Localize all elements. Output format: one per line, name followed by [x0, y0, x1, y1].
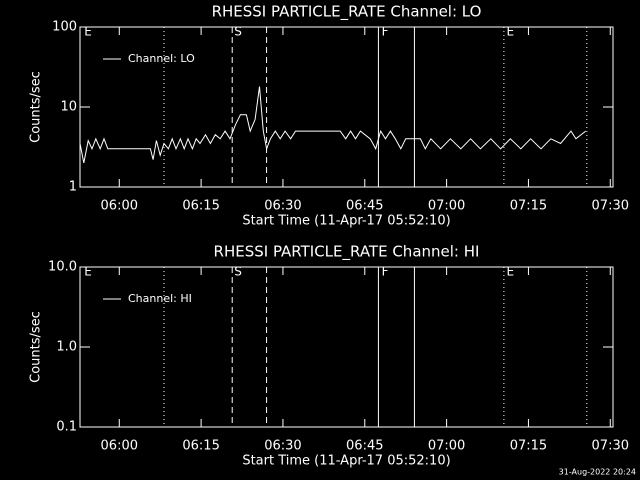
y-axis-label: Counts/sec — [29, 311, 44, 383]
y-tick-label: 10 — [60, 100, 77, 115]
x-tick-label: 07:30 — [592, 199, 629, 214]
y-axis-label: Counts/sec — [29, 71, 44, 143]
x-tick-label: 07:15 — [510, 199, 547, 214]
plot-frame — [79, 266, 614, 428]
event-label: E — [84, 25, 92, 39]
x-tick-label: 06:30 — [264, 199, 301, 214]
x-tick-label: 06:15 — [182, 199, 219, 214]
event-label: F — [382, 265, 389, 279]
data-line — [79, 86, 587, 163]
chart-title: RHESSI PARTICLE_RATE Channel: HI — [214, 243, 480, 262]
x-tick-label: 06:30 — [264, 439, 301, 454]
y-tick-label: 0.1 — [56, 420, 77, 435]
x-tick-label: 07:30 — [592, 439, 629, 454]
x-tick-label: 06:15 — [182, 439, 219, 454]
x-tick-label: 06:45 — [346, 439, 383, 454]
x-tick-label: 06:00 — [101, 439, 138, 454]
event-label: E — [84, 265, 92, 279]
event-label: E — [507, 265, 515, 279]
x-axis-label: Start Time (11-Apr-17 05:52:10) — [242, 214, 450, 229]
x-tick-label: 07:00 — [428, 199, 465, 214]
event-label: S — [234, 265, 242, 279]
x-tick-label: 06:00 — [101, 199, 138, 214]
event-label: E — [507, 25, 515, 39]
chart-title: RHESSI PARTICLE_RATE Channel: LO — [212, 3, 482, 22]
x-tick-label: 07:15 — [510, 439, 547, 454]
legend-label: Channel: LO — [128, 52, 195, 65]
x-tick-label: 07:00 — [428, 439, 465, 454]
plot-frame — [79, 26, 614, 188]
legend-label: Channel: HI — [128, 292, 192, 305]
y-tick-label: 1 — [69, 180, 77, 195]
x-axis-label: Start Time (11-Apr-17 05:52:10) — [242, 454, 450, 469]
event-label: F — [382, 25, 389, 39]
event-label: S — [234, 25, 242, 39]
y-tick-label: 100 — [52, 20, 77, 35]
y-tick-label: 1.0 — [56, 340, 77, 355]
x-tick-label: 06:45 — [346, 199, 383, 214]
footer: 31-Aug-2022 20:24 — [559, 468, 636, 477]
y-tick-label: 10.0 — [48, 260, 77, 275]
